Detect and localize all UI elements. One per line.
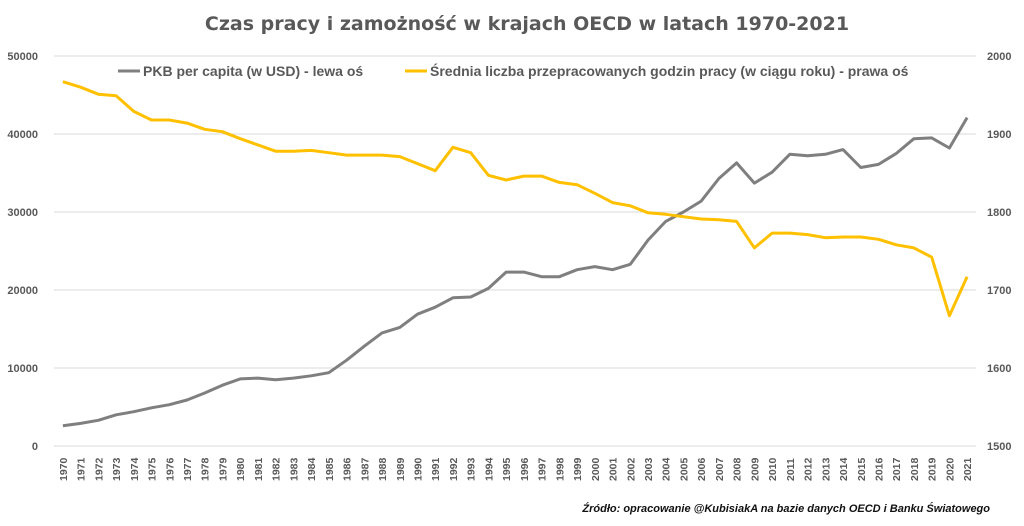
left-tick-label: 20000 <box>7 285 38 297</box>
gdp-line <box>62 116 969 428</box>
hours-line <box>62 80 969 318</box>
legend-label-hours: Średnia liczba przepracowanych godzin pr… <box>430 62 909 79</box>
x-tick-label: 1984 <box>306 457 318 481</box>
x-tick-label: 2000 <box>590 457 602 481</box>
right-axis: 1500 1600 1700 1800 1900 2000 <box>987 51 1011 453</box>
x-tick-label: 1999 <box>572 457 584 481</box>
x-tick-label: 1993 <box>466 457 478 481</box>
right-tick-label: 1800 <box>987 207 1011 219</box>
x-tick-label: 1996 <box>519 457 531 481</box>
x-tick-label: 1989 <box>395 457 407 481</box>
x-tick-label: 1991 <box>430 457 442 481</box>
x-tick-label: 2021 <box>962 457 974 481</box>
x-tick-label: 2008 <box>732 457 744 481</box>
x-tick-label: 1976 <box>164 457 176 481</box>
left-tick-label: 0 <box>32 441 38 453</box>
x-tick-label: 1980 <box>235 457 247 481</box>
x-tick-label: 2006 <box>696 457 708 481</box>
series-lines <box>62 80 969 428</box>
x-tick-label: 1994 <box>483 457 495 481</box>
x-tick-label: 2015 <box>856 457 868 481</box>
chart-title: Czas pracy i zamożność w krajach OECD w … <box>205 13 849 35</box>
right-tick-label: 1700 <box>987 285 1011 297</box>
x-tick-label: 1974 <box>129 457 141 481</box>
x-tick-label: 1978 <box>200 457 212 481</box>
x-tick-label: 1973 <box>111 457 123 481</box>
x-tick-label: 1986 <box>342 457 354 481</box>
right-tick-label: 1500 <box>987 441 1011 453</box>
gridlines <box>54 55 976 447</box>
right-tick-label: 2000 <box>987 51 1011 63</box>
legend-label-gdp: PKB per capita (w USD) - lewa oś <box>143 63 363 79</box>
x-axis: 1970 1971 1972 1973 1974 1975 1976 1977 1978 1979… <box>58 457 974 481</box>
x-tick-label: 1970 <box>58 457 70 481</box>
x-tick-label: 2013 <box>820 457 832 481</box>
x-tick-label: 2014 <box>838 457 850 481</box>
x-tick-label: 1977 <box>182 457 194 481</box>
x-tick-label: 1990 <box>412 457 424 481</box>
x-tick-label: 2007 <box>714 457 726 481</box>
left-axis: 0 10000 20000 30000 40000 50000 <box>7 51 38 453</box>
left-tick-label: 30000 <box>7 207 38 219</box>
x-tick-label: 2019 <box>927 457 939 481</box>
x-tick-label: 1971 <box>76 457 88 481</box>
x-tick-label: 2011 <box>785 458 797 481</box>
x-tick-label: 2018 <box>909 457 921 481</box>
left-tick-label: 50000 <box>7 51 38 63</box>
x-tick-label: 1998 <box>554 457 566 481</box>
x-tick-label: 2005 <box>678 457 690 481</box>
x-tick-label: 2003 <box>643 457 655 481</box>
x-tick-label: 2001 <box>608 457 620 481</box>
x-tick-label: 2002 <box>625 457 637 481</box>
x-tick-label: 1975 <box>147 457 159 481</box>
right-tick-label: 1600 <box>987 363 1011 375</box>
right-tick-label: 1900 <box>987 129 1011 141</box>
x-tick-label: 1992 <box>448 457 460 481</box>
x-tick-label: 2012 <box>803 457 815 481</box>
x-tick-label: 1985 <box>324 457 336 481</box>
x-tick-label: 1987 <box>359 457 371 481</box>
source-note: Źródło: opracowanie @KubisiakA na bazie … <box>581 502 990 515</box>
x-tick-label: 1981 <box>253 457 265 481</box>
legend: PKB per capita (w USD) - lewa oś Średnia… <box>118 62 909 79</box>
left-tick-label: 10000 <box>7 363 38 375</box>
x-tick-label: 1983 <box>288 457 300 481</box>
x-tick-label: 2010 <box>767 457 779 481</box>
x-tick-label: 1997 <box>537 457 549 481</box>
x-tick-label: 2020 <box>944 457 956 481</box>
x-tick-label: 2017 <box>891 457 903 481</box>
x-tick-label: 1979 <box>217 457 229 481</box>
x-tick-label: 1982 <box>271 457 283 481</box>
x-tick-label: 2009 <box>749 457 761 481</box>
x-tick-label: 2016 <box>873 457 885 481</box>
x-tick-label: 2004 <box>661 457 673 481</box>
x-tick-label: 1972 <box>93 457 105 481</box>
x-tick-label: 1995 <box>501 457 513 481</box>
x-tick-label: 1988 <box>377 457 389 481</box>
left-tick-label: 40000 <box>7 129 38 141</box>
